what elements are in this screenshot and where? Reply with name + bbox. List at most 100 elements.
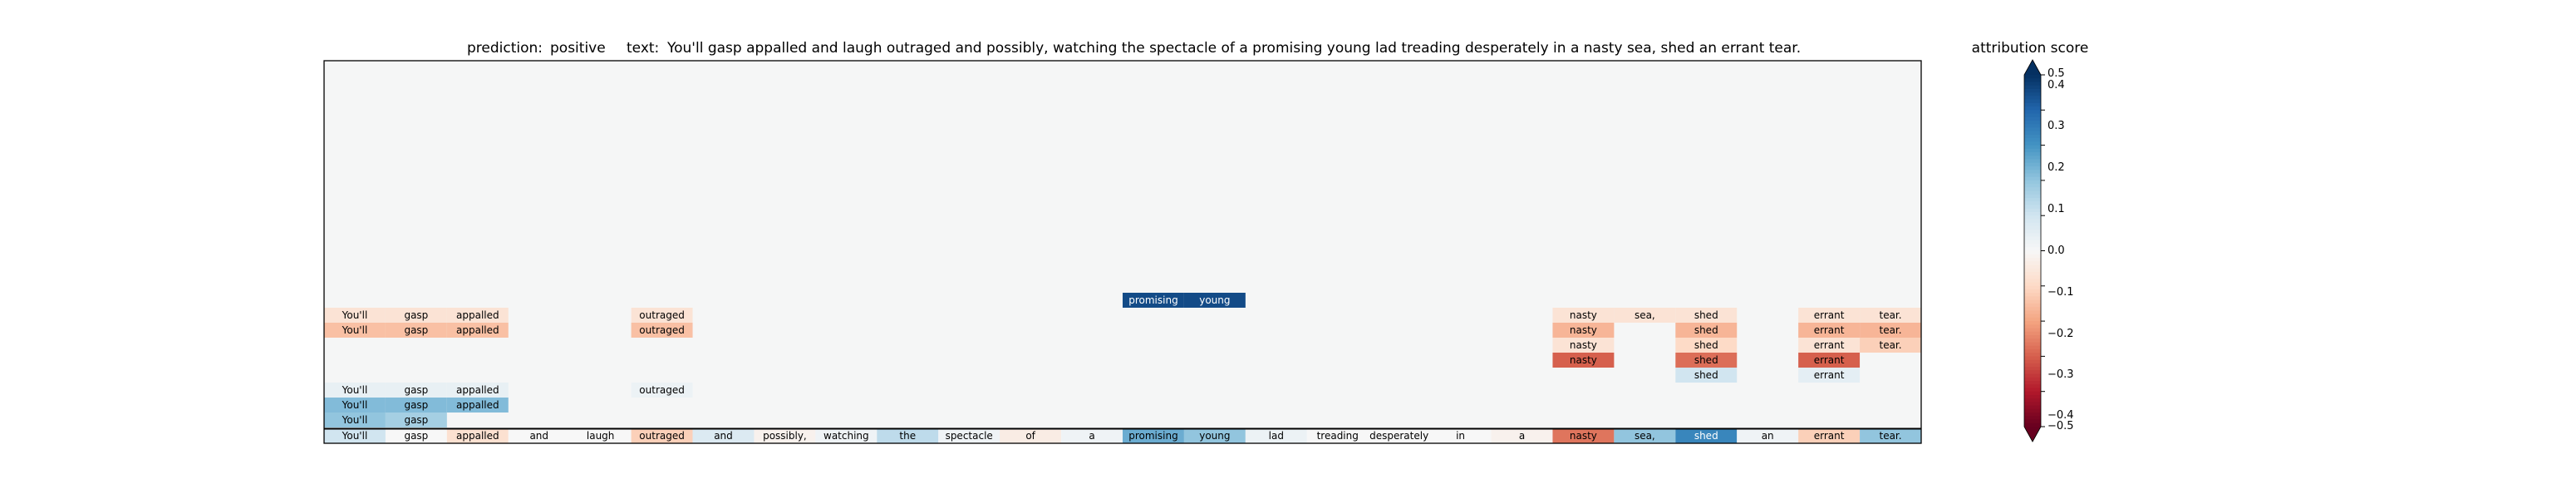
base-row-token-label: spectacle	[946, 430, 993, 442]
colorbar-segment	[2024, 120, 2041, 125]
colorbar-segment	[2024, 257, 2041, 262]
colorbar-segment	[2024, 92, 2041, 96]
colorbar-segment	[2024, 307, 2041, 312]
colorbar-segment	[2024, 159, 2041, 164]
ragged-row-cell	[324, 413, 386, 427]
ragged-row-cell	[324, 398, 386, 413]
colorbar-segment	[2024, 338, 2041, 343]
colorbar-segment	[2024, 176, 2041, 181]
base-row-token-label: the	[899, 430, 916, 442]
base-row-token-label: tear.	[1879, 430, 1901, 442]
colorbar-segment	[2024, 303, 2041, 308]
ragged-row-cell	[1183, 293, 1246, 308]
base-row-token-label: and	[714, 430, 733, 442]
colorbar-segment	[2024, 289, 2041, 294]
ragged-row-cell	[385, 413, 447, 427]
colorbar-segment	[2024, 88, 2041, 93]
ragged-row-cell	[1798, 368, 1861, 383]
base-row-cell	[1429, 428, 1492, 443]
ragged-row-token-label: gasp	[404, 399, 428, 411]
ragged-row-cell	[324, 383, 386, 398]
base-row-cell	[815, 428, 878, 443]
colorbar-segment	[2024, 391, 2041, 396]
base-row-token-label: shed	[1694, 430, 1718, 442]
base-row-token-label: in	[1456, 430, 1465, 442]
colorbar-segment	[2024, 314, 2041, 319]
ragged-row-cell	[631, 308, 693, 323]
colorbar-segment	[2024, 321, 2041, 325]
colorbar-tick-label: −0.3	[2048, 368, 2074, 381]
base-row-cell	[1614, 428, 1676, 443]
colorbar-segment	[2024, 82, 2041, 86]
ragged-row-token-label: appalled	[456, 324, 499, 336]
colorbar-segment	[2024, 230, 2041, 234]
colorbar-segment	[2024, 367, 2041, 371]
ragged-row-token-label: gasp	[404, 309, 428, 321]
title-text-label: text:	[627, 40, 659, 57]
chart-title: prediction: positive text: You'll gasp a…	[467, 40, 1801, 57]
title-prediction-label: prediction:	[467, 40, 543, 57]
ragged-row-cell	[385, 323, 447, 338]
ragged-row-cell	[385, 383, 447, 398]
colorbar-segment	[2024, 388, 2041, 393]
colorbar-segment	[2024, 250, 2041, 255]
ragged-row-token-label: sea,	[1635, 309, 1655, 321]
base-row-cell	[324, 428, 386, 443]
ragged-row-token-label: nasty	[1570, 339, 1597, 351]
ragged-row-token-label: errant	[1814, 354, 1845, 366]
base-row-token-label: desperately	[1369, 430, 1428, 442]
colorbar-segment	[2024, 271, 2041, 276]
ragged-row-token-label: tear.	[1879, 309, 1901, 321]
heatmap-plot: You'll gasp appalled and laugh outraged and pos…	[323, 60, 1922, 444]
colorbar-segment	[2024, 156, 2041, 161]
ragged-row-cell	[1675, 368, 1738, 383]
base-row-cell	[1491, 428, 1553, 443]
plot-background	[324, 61, 1921, 443]
base-row-cell	[1123, 428, 1184, 443]
colorbar-tick-label: 0.1	[2048, 203, 2065, 215]
colorbar-segment	[2024, 173, 2041, 178]
colorbar-segment	[2024, 254, 2041, 259]
colorbar-segment	[2024, 394, 2041, 399]
ragged-row-token-label: tear.	[1879, 324, 1901, 336]
ragged-row-token-label: nasty	[1570, 324, 1597, 336]
base-row-token-label: gasp	[404, 430, 428, 442]
ragged-row-cell	[1552, 308, 1615, 323]
ragged-row-cell	[385, 308, 447, 323]
colorbar-segment	[2024, 405, 2041, 410]
ragged-row-token-label: outraged	[639, 384, 685, 396]
colorbar-segment	[2024, 419, 2041, 424]
ragged-row-cell	[1552, 353, 1615, 368]
colorbar-tick-label: 0.3	[2048, 120, 2065, 132]
colorbar-segment	[2024, 180, 2041, 185]
colorbar-segment	[2024, 222, 2041, 227]
colorbar-segment	[2024, 211, 2041, 216]
plot-frame	[323, 60, 1922, 444]
colorbar: attribution score 0.50.4 0.3 0.2 0.1 0.0 −0.1…	[1972, 40, 2088, 442]
colorbar-segment	[2024, 166, 2041, 170]
colorbar-segment	[2024, 106, 2041, 111]
colorbar-segment	[2024, 96, 2041, 101]
ragged-row-token-label: shed	[1694, 309, 1718, 321]
colorbar-segment	[2024, 342, 2041, 347]
base-row-cell	[877, 428, 939, 443]
colorbar-segment	[2024, 264, 2041, 269]
ragged-row-cell	[446, 383, 509, 398]
ragged-row-token-label: You'll	[342, 399, 368, 411]
colorbar-segment	[2024, 293, 2041, 298]
ragged-row-cell	[446, 308, 509, 323]
ragged-row-cell	[1860, 308, 1921, 323]
ragged-row-token-label: outraged	[639, 309, 685, 321]
base-row-cell	[692, 428, 755, 443]
base-row-cell	[938, 428, 1000, 443]
colorbar-segment	[2024, 296, 2041, 301]
colorbar-segment	[2024, 377, 2041, 382]
colorbar-segment	[2024, 317, 2041, 322]
base-row-token-label: a	[1089, 430, 1094, 442]
colorbar-segment	[2024, 268, 2041, 273]
colorbar-ticks: 0.50.4 0.3 0.2 0.1 0.0 −0.1 −0.2 −0.3 −0.4−0.5	[2041, 67, 2074, 432]
colorbar-segment	[2024, 127, 2041, 132]
base-row-token-label: outraged	[639, 430, 685, 442]
colorbar-segment	[2024, 113, 2041, 118]
